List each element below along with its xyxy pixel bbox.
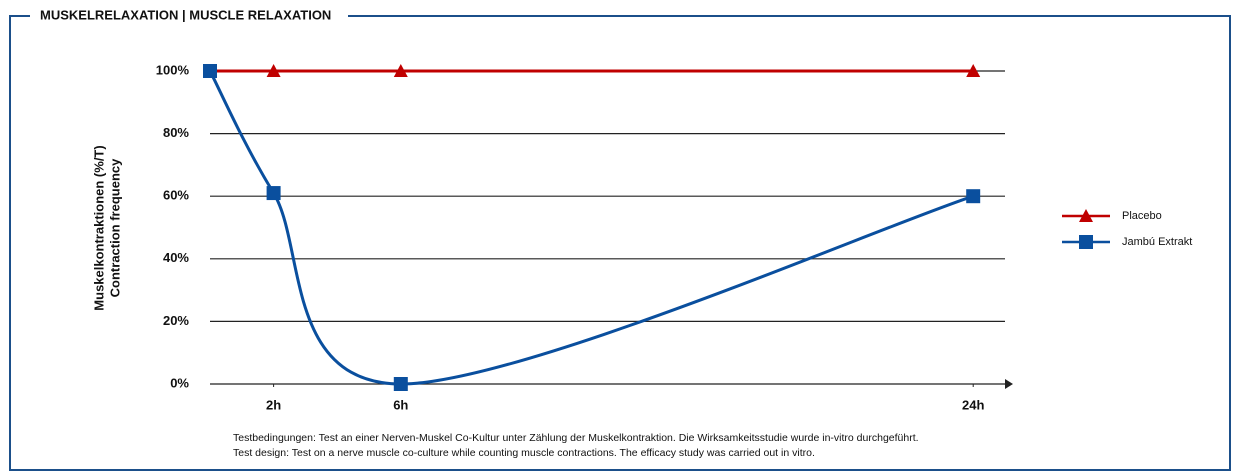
footnote: Test design: Test on a nerve muscle co-c…	[233, 447, 815, 459]
footnote: Testbedingungen: Test an einer Nerven-Mu…	[233, 432, 919, 444]
y-tick-label: 100%	[156, 62, 190, 77]
marker	[1079, 235, 1093, 249]
marker	[966, 189, 981, 204]
y-axis-label: Muskelkontraktionen (%/T)	[91, 145, 106, 310]
marker	[203, 64, 217, 78]
x-tick-label: 6h	[393, 397, 408, 412]
marker	[1079, 209, 1093, 222]
y-tick-label: 60%	[163, 188, 189, 203]
frame	[9, 15, 1231, 471]
marker	[393, 64, 408, 77]
legend-label: Placebo	[1122, 210, 1162, 222]
chart-title: MUSKELRELAXATION | MUSCLE RELAXATION	[40, 7, 331, 22]
marker	[266, 64, 281, 77]
x-tick-label: 24h	[962, 397, 984, 412]
y-axis-label: Contraction frequency	[107, 158, 122, 297]
y-tick-label: 80%	[163, 125, 189, 140]
marker	[393, 377, 408, 391]
marker	[966, 64, 981, 77]
y-tick-label: 0%	[170, 375, 189, 390]
marker	[266, 186, 281, 201]
x-tick-label: 2h	[266, 397, 281, 412]
x-axis-arrow	[1005, 379, 1013, 389]
legend-label: Jambú Extrakt	[1122, 236, 1192, 248]
y-tick-label: 40%	[163, 250, 189, 265]
title-backdrop	[30, 6, 348, 26]
series-line	[208, 70, 974, 386]
y-tick-label: 20%	[163, 313, 189, 328]
